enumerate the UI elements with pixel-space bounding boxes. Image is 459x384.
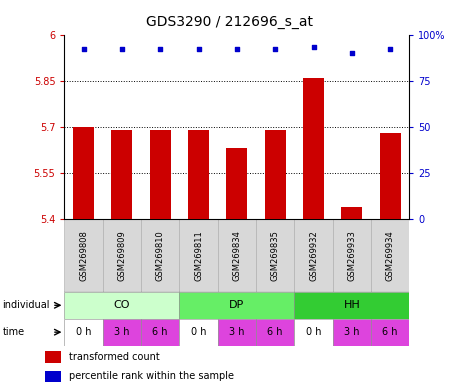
- Bar: [179, 292, 294, 319]
- Text: GSM269810: GSM269810: [156, 230, 164, 281]
- Text: GSM269932: GSM269932: [308, 230, 317, 281]
- Text: GSM269934: GSM269934: [385, 230, 394, 281]
- Bar: [64, 219, 102, 292]
- Bar: [256, 219, 294, 292]
- Bar: [294, 319, 332, 346]
- Text: time: time: [2, 327, 24, 337]
- Bar: [45, 371, 61, 382]
- Text: GSM269809: GSM269809: [117, 230, 126, 281]
- Bar: [45, 351, 61, 363]
- Bar: [64, 319, 102, 346]
- Bar: [370, 219, 409, 292]
- Text: 3 h: 3 h: [229, 327, 244, 337]
- Bar: [264, 130, 285, 219]
- Point: [386, 46, 393, 52]
- Text: 0 h: 0 h: [190, 327, 206, 337]
- Text: CO: CO: [113, 300, 130, 310]
- Point: [118, 46, 125, 52]
- Point: [347, 50, 355, 56]
- Text: GDS3290 / 212696_s_at: GDS3290 / 212696_s_at: [146, 15, 313, 29]
- Bar: [256, 319, 294, 346]
- Text: transformed count: transformed count: [69, 352, 159, 362]
- Bar: [379, 133, 400, 219]
- Point: [80, 46, 87, 52]
- Bar: [332, 219, 370, 292]
- Text: 0 h: 0 h: [76, 327, 91, 337]
- Text: 3 h: 3 h: [114, 327, 129, 337]
- Bar: [217, 319, 256, 346]
- Point: [271, 46, 278, 52]
- Bar: [141, 219, 179, 292]
- Text: 6 h: 6 h: [152, 327, 168, 337]
- Bar: [111, 130, 132, 219]
- Bar: [294, 219, 332, 292]
- Point: [309, 45, 317, 51]
- Text: 3 h: 3 h: [343, 327, 359, 337]
- Text: 6 h: 6 h: [381, 327, 397, 337]
- Text: individual: individual: [2, 300, 50, 310]
- Text: GSM269835: GSM269835: [270, 230, 279, 281]
- Text: GSM269811: GSM269811: [194, 230, 202, 281]
- Point: [195, 46, 202, 52]
- Text: GSM269834: GSM269834: [232, 230, 241, 281]
- Bar: [102, 319, 141, 346]
- Bar: [332, 319, 370, 346]
- Bar: [179, 319, 217, 346]
- Text: DP: DP: [229, 300, 244, 310]
- Bar: [294, 292, 409, 319]
- Point: [156, 46, 163, 52]
- Bar: [102, 219, 141, 292]
- Bar: [341, 207, 362, 219]
- Bar: [179, 219, 217, 292]
- Bar: [370, 319, 409, 346]
- Bar: [141, 319, 179, 346]
- Bar: [188, 130, 209, 219]
- Text: GSM269808: GSM269808: [79, 230, 88, 281]
- Bar: [302, 78, 324, 219]
- Text: GSM269933: GSM269933: [347, 230, 356, 281]
- Text: 6 h: 6 h: [267, 327, 282, 337]
- Text: HH: HH: [343, 300, 359, 310]
- Bar: [64, 292, 179, 319]
- Text: 0 h: 0 h: [305, 327, 321, 337]
- Bar: [149, 130, 170, 219]
- Text: percentile rank within the sample: percentile rank within the sample: [69, 371, 233, 381]
- Bar: [217, 219, 256, 292]
- Bar: [73, 127, 94, 219]
- Point: [233, 46, 240, 52]
- Bar: [226, 148, 247, 219]
